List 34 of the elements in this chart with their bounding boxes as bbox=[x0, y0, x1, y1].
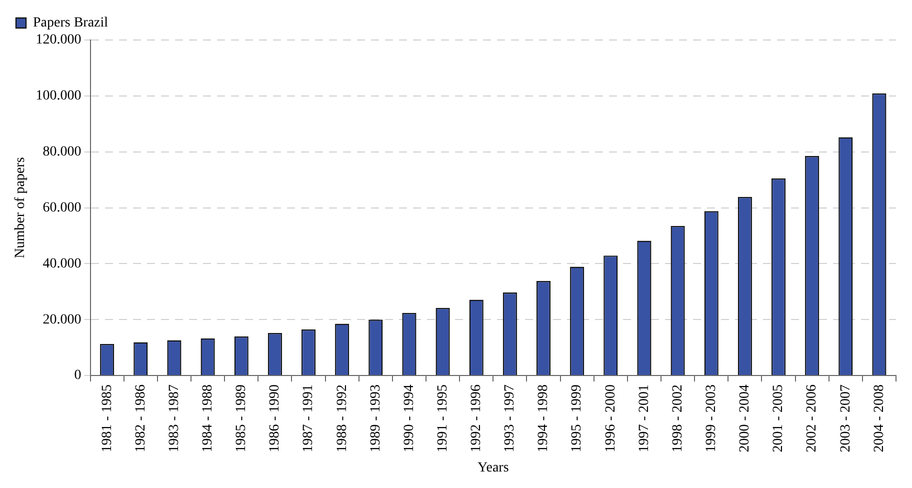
x-tick-label: 1991 - 1995 bbox=[435, 384, 450, 452]
y-tick-label: 80.000 bbox=[42, 144, 82, 160]
x-tick-label: 1996 - 2000 bbox=[603, 384, 618, 452]
x-tick-label: 1989 - 1993 bbox=[368, 384, 384, 452]
x-tick-label: 1990 - 1994 bbox=[402, 384, 417, 452]
x-tick-label: 1997 - 2001 bbox=[636, 384, 652, 452]
y-tick-label: 60.000 bbox=[42, 200, 82, 216]
x-tick-label: 1998 - 2002 bbox=[670, 384, 686, 452]
x-tick-label: 1993 - 1997 bbox=[502, 384, 518, 452]
x-tick-label: 1985 - 1989 bbox=[234, 384, 250, 452]
x-tick-label: 1983 - 1987 bbox=[166, 384, 182, 452]
y-tick-label: 120.000 bbox=[36, 32, 82, 48]
x-tick-label: 2002 - 2006 bbox=[804, 384, 820, 452]
y-tick-label: 40.000 bbox=[42, 256, 82, 272]
x-tick-label: 1982 - 1986 bbox=[133, 384, 148, 452]
x-tick-label: 1984 - 1988 bbox=[200, 384, 216, 452]
x-tick-label: 2003 - 2007 bbox=[838, 384, 854, 452]
x-tick-label: 1987 - 1991 bbox=[301, 384, 316, 452]
x-tick-label: 1995 - 1999 bbox=[570, 384, 585, 452]
x-axis-title: Years bbox=[478, 460, 509, 476]
x-tick-label: 1988 - 1992 bbox=[334, 384, 350, 452]
y-tick-label: 100.000 bbox=[36, 88, 82, 104]
y-tick-label: 0 bbox=[74, 368, 82, 384]
x-tick-label: 2004 - 2008 bbox=[872, 384, 887, 452]
x-tick-label: 1992 - 1996 bbox=[469, 384, 484, 452]
x-tick-label: 2001 - 2005 bbox=[771, 384, 786, 452]
x-tick-label: 2000 - 2004 bbox=[738, 384, 753, 452]
legend-label: Papers Brazil bbox=[33, 16, 108, 31]
x-tick-label: 1986 - 1990 bbox=[268, 384, 283, 452]
x-tick-label: 1999 - 2003 bbox=[704, 384, 720, 452]
x-tick-label: 1981 - 1985 bbox=[100, 384, 115, 452]
y-axis-title: Number of papers bbox=[13, 157, 28, 258]
y-tick-label: 20.000 bbox=[42, 312, 82, 328]
x-tick-label: 1994 - 1998 bbox=[536, 384, 552, 452]
